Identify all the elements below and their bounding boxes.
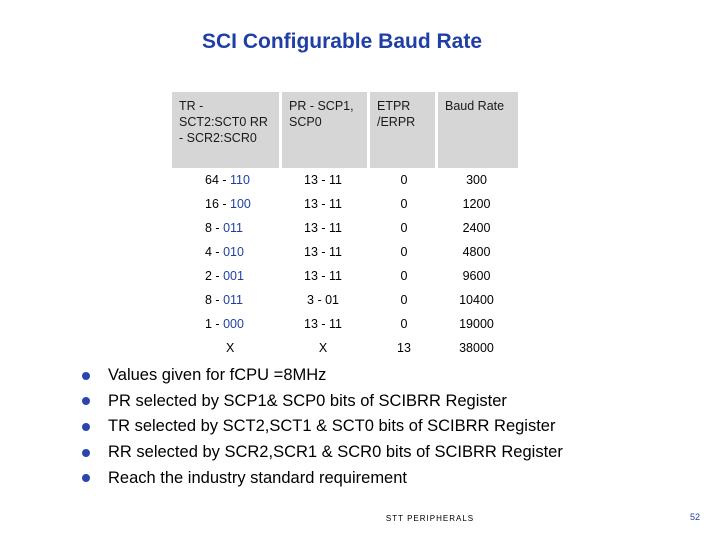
etpr-cell: 13	[397, 341, 411, 355]
baud-cell: 10400	[459, 293, 494, 307]
baud-cell: 4800	[462, 245, 491, 259]
bullet-item: Reach the industry standard requirement	[82, 465, 563, 491]
bullet-text: Reach the industry standard requirement	[108, 468, 407, 487]
etpr-cell: 0	[400, 317, 408, 331]
tr-cell: X	[172, 341, 279, 355]
pr-cell: 13 - 11	[304, 197, 342, 211]
tr-value: 8 -	[205, 221, 220, 235]
bullet-item: RR selected by SCR2,SCR1 & SCR0 bits of …	[82, 440, 563, 466]
tr-value: X	[226, 341, 235, 355]
etpr-cell: 0	[400, 269, 408, 283]
slide-title: SCI Configurable Baud Rate	[201, 30, 483, 53]
bullet-dot-icon	[82, 448, 90, 457]
table-header: TR - SCT2:SCT0 RR - SCR2:SCR0 PR - SCP1,…	[172, 92, 518, 168]
baud-cell: 300	[466, 173, 487, 187]
bullet-item: PR selected by SCP1& SCP0 bits of SCIBRR…	[82, 389, 563, 415]
pr-cell: 13 - 11	[304, 173, 342, 187]
page-number: 52	[690, 512, 701, 522]
pr-cell: 13 - 11	[304, 269, 342, 283]
pr-cell: 13 - 11	[304, 221, 342, 235]
bullet-text: TR selected by SCT2,SCT1 & SCT0 bits of …	[108, 417, 556, 436]
tr-bits: 000	[223, 317, 244, 331]
bullet-text: Values given for fCPU =8MHz	[108, 366, 327, 385]
bullet-list: Values given for fCPU =8MHz PR selected b…	[82, 363, 563, 491]
tr-bits: 100	[230, 197, 251, 211]
tr-bits: 010	[223, 245, 244, 259]
bullet-text: RR selected by SCR2,SCR1 & SCR0 bits of …	[108, 443, 563, 462]
tr-bits: 001	[223, 269, 244, 283]
tr-cell: 8 - 011	[172, 221, 279, 235]
table-row: 1 - 000 13 - 11 0 19000	[172, 312, 518, 336]
tr-value: 8 -	[205, 293, 220, 307]
tr-bits: 011	[223, 293, 244, 307]
tr-value: 64 -	[205, 173, 227, 187]
tr-value: 16 -	[205, 197, 227, 211]
footer-text: STT PERIPHERALS	[385, 514, 475, 523]
baud-cell: 2400	[462, 221, 491, 235]
baud-cell: 1200	[462, 197, 491, 211]
etpr-cell: 0	[400, 221, 408, 235]
bullet-dot-icon	[82, 474, 90, 483]
baud-rate-table: TR - SCT2:SCT0 RR - SCR2:SCR0 PR - SCP1,…	[172, 92, 518, 360]
etpr-cell: 0	[400, 293, 408, 307]
table-row: 16 - 100 13 - 11 0 1200	[172, 192, 518, 216]
tr-cell: 1 - 000	[172, 317, 279, 331]
etpr-cell: 0	[400, 245, 408, 259]
tr-bits: 110	[230, 173, 250, 187]
bullet-dot-icon	[82, 422, 90, 431]
pr-cell: X	[318, 341, 328, 355]
tr-cell: 2 - 001	[172, 269, 279, 283]
bullet-item: TR selected by SCT2,SCT1 & SCT0 bits of …	[82, 414, 563, 440]
table-row: 4 - 010 13 - 11 0 4800	[172, 240, 518, 264]
tr-value: 2 -	[205, 269, 220, 283]
tr-cell: 64 - 110	[172, 173, 279, 187]
pr-cell: 3 - 01	[307, 293, 339, 307]
table-body: 64 - 110 13 - 11 0 300 16 - 100 13 - 11 0 1200 8…	[172, 168, 518, 360]
baud-cell: 38000	[459, 341, 494, 355]
table-row: 8 - 011 13 - 11 0 2400	[172, 216, 518, 240]
tr-value: 1 -	[205, 317, 220, 331]
header-baud-rate: Baud Rate	[435, 92, 518, 168]
bullet-dot-icon	[82, 371, 90, 380]
bullet-text: PR selected by SCP1& SCP0 bits of SCIBRR…	[108, 391, 507, 410]
tr-cell: 8 - 011	[172, 293, 279, 307]
table-row: 8 - 011 3 - 01 0 10400	[172, 288, 518, 312]
tr-cell: 16 - 100	[172, 197, 279, 211]
table-row: X X 13 38000	[172, 336, 518, 360]
bullet-item: Values given for fCPU =8MHz	[82, 363, 563, 389]
etpr-cell: 0	[400, 173, 408, 187]
table-row: 64 - 110 13 - 11 0 300	[172, 168, 518, 192]
bullet-dot-icon	[82, 397, 90, 406]
baud-cell: 19000	[459, 317, 494, 331]
header-pr: PR - SCP1, SCP0	[279, 92, 367, 168]
tr-cell: 4 - 010	[172, 245, 279, 259]
header-etpr: ETPR /ERPR	[367, 92, 435, 168]
table-row: 2 - 001 13 - 11 0 9600	[172, 264, 518, 288]
baud-cell: 9600	[462, 269, 491, 283]
etpr-cell: 0	[400, 197, 408, 211]
pr-cell: 13 - 11	[304, 245, 342, 259]
tr-bits: 011	[223, 221, 244, 235]
header-tr-rr: TR - SCT2:SCT0 RR - SCR2:SCR0	[172, 92, 279, 168]
pr-cell: 13 - 11	[304, 317, 342, 331]
tr-value: 4 -	[205, 245, 220, 259]
